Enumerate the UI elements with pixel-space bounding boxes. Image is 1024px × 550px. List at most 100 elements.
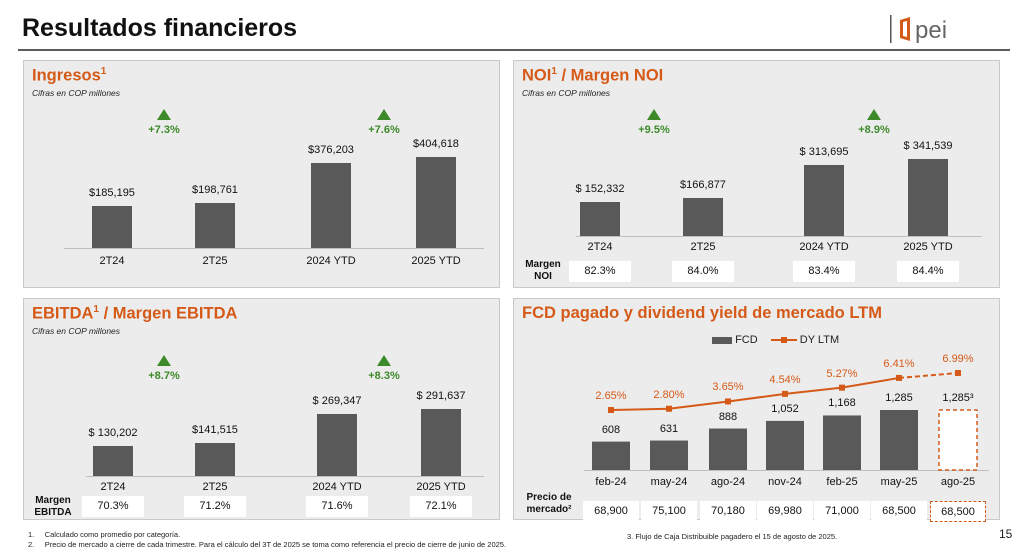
fcd-legend-label: FCD [735, 334, 758, 346]
dy-point [839, 384, 845, 391]
ingresos-bar [92, 206, 132, 248]
fcd-bar-label: 631 [659, 422, 679, 435]
footnote-2: 2. Precio de mercado a cierre de cada tr… [28, 540, 507, 549]
up-arrow-icon [377, 355, 391, 366]
noi-margin-value: 83.4% [793, 261, 855, 282]
ingresos-category-label: 2024 YTD [306, 255, 356, 267]
dy-point [725, 398, 731, 405]
fcd-category-label: ago-25 [940, 476, 976, 488]
pei-logo: pei [890, 15, 947, 44]
fcd-price-value: 68,900 [583, 501, 639, 522]
dy-line-segment [841, 376, 900, 389]
ebitda-category-label: 2T24 [100, 481, 126, 493]
ingresos-value-label: $185,195 [89, 187, 135, 200]
ebitda-subtitle: Cifras en COP millones [32, 326, 121, 336]
noi-category-label: 2T25 [690, 241, 716, 253]
ingresos-growth-label: +7.6% [368, 124, 400, 136]
dy-label: 2.65% [595, 390, 627, 402]
ingresos-bar [416, 157, 456, 248]
ebitda-growth: +8.3% [354, 355, 414, 382]
dy-label: 2.80% [653, 388, 685, 401]
fcd-bar [823, 415, 861, 470]
ingresos-growth: +7.6% [354, 109, 414, 136]
ebitda-category-label: 2024 YTD [312, 481, 362, 493]
footnote-3: 3. Flujo de Caja Distribuible pagadero e… [627, 532, 838, 541]
ebitda-growth-label: +8.3% [368, 370, 400, 382]
fcd-category-label: feb-24 [595, 476, 627, 488]
fcd-bar-label: 888 [718, 410, 738, 423]
dy-legend-swatch [770, 337, 797, 344]
up-arrow-icon [157, 355, 171, 366]
ebitda-value-label: $ 130,202 [88, 427, 138, 440]
noi-value-label: $ 152,332 [575, 182, 625, 195]
fcd-panel: FCD pagado y dividend yield de mercado L… [513, 298, 1000, 522]
ebitda-value-label: $ 291,637 [416, 390, 466, 402]
ebitda-value-label: $ 269,347 [312, 395, 362, 408]
ebitda-category-label: 2025 YTD [416, 481, 466, 493]
noi-growth: +8.9% [844, 109, 904, 136]
fcd-price-value: 68,500 [871, 501, 927, 522]
dy-line-segment [784, 386, 843, 395]
dy-label: 6.99% [942, 353, 974, 365]
up-arrow-icon [377, 109, 391, 120]
dy-label: 3.65% [712, 381, 744, 394]
fcd-bar-label: 1,285³ [942, 392, 974, 404]
ingresos-value-label: $198,761 [192, 184, 238, 197]
fcd-bar-label: 1,052 [771, 402, 799, 415]
dy-line-segment [668, 400, 729, 410]
ingresos-subtitle: Cifras en COP millones [32, 88, 121, 98]
ebitda-margin-value: 72.1% [410, 496, 472, 517]
noi-axis [576, 236, 982, 237]
up-arrow-icon [157, 109, 171, 120]
fcd-chart [592, 370, 978, 471]
noi-bar [804, 165, 844, 236]
fcd-bar [880, 410, 918, 470]
noi-subtitle: Cifras en COP millones [522, 88, 611, 98]
dy-label: 4.54% [769, 373, 801, 386]
ebitda-bar [93, 446, 133, 476]
page-number: 15 [999, 527, 1013, 541]
ingresos-bar [195, 203, 235, 248]
fcd-price-value: 68,500 [930, 501, 986, 522]
footnote-1: 1. Calculado como promedio por categoría… [28, 530, 181, 539]
noi-bar [908, 159, 948, 236]
fcd-bar [592, 441, 630, 470]
ebitda-margin-value: 70.3% [82, 496, 144, 517]
ebitda-growth: +8.7% [134, 355, 194, 382]
noi-bar [683, 198, 723, 236]
noi-category-label: 2T24 [587, 241, 613, 253]
ebitda-bar [195, 443, 235, 476]
ebitda-axis [86, 476, 484, 477]
dy-point [782, 390, 788, 397]
noi-category-label: 2024 YTD [799, 241, 849, 253]
title-divider [18, 49, 1010, 51]
noi-category-label: 2025 YTD [903, 241, 953, 253]
fcd-bar-label: 1,168 [828, 397, 856, 410]
ebitda-value-label: $141,515 [192, 424, 238, 437]
fcd-bar-label: 1,285 [885, 392, 913, 404]
noi-margin-value: 84.0% [672, 261, 734, 282]
fcd-title: FCD pagado y dividend yield de mercado L… [522, 304, 882, 322]
ingresos-title: Ingresos1 [32, 66, 107, 85]
ingresos-bar [311, 163, 351, 248]
price-row-label: Precio de mercado² [526, 492, 572, 515]
fcd-axis [584, 470, 989, 471]
up-arrow-icon [867, 109, 881, 120]
ebitda-margin-value: 71.2% [184, 496, 246, 517]
fcd-category-label: feb-25 [826, 476, 858, 488]
dy-label: 6.41% [883, 357, 915, 370]
noi-value-label: $ 313,695 [799, 146, 849, 159]
ingresos-growth-label: +7.3% [148, 124, 180, 136]
dy-label: 5.27% [826, 367, 858, 380]
fcd-bar [709, 428, 747, 470]
fcd-bar [650, 440, 688, 470]
ingresos-value-label: $376,203 [308, 144, 354, 157]
fcd-bar-label: 608 [601, 423, 621, 436]
ingresos-panel: Ingresos1 Cifras en COP millones $185,19… [23, 60, 500, 288]
dy-point [955, 370, 961, 376]
fcd-legend-swatch [712, 336, 732, 344]
ingresos-category-label: 2T25 [202, 255, 228, 267]
fcd-price-value: 71,000 [814, 501, 870, 522]
logo-text: pei [915, 17, 947, 44]
ebitda-bar [317, 414, 357, 476]
